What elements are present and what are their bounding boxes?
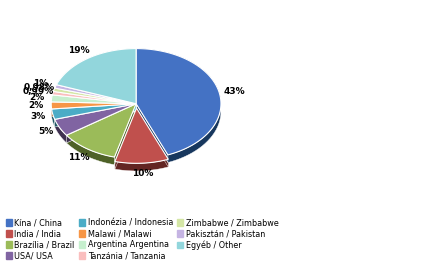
Text: 11%: 11% <box>68 153 89 161</box>
Legend: Kína / China, India / India, Brazília / Brazil, USA/ USA, Indonézia / Indonesia,: Kína / China, India / India, Brazília / … <box>4 217 279 262</box>
Polygon shape <box>115 108 168 163</box>
Polygon shape <box>115 159 168 171</box>
Polygon shape <box>66 104 136 143</box>
Polygon shape <box>136 49 220 155</box>
Polygon shape <box>51 95 136 104</box>
Polygon shape <box>52 95 136 111</box>
Polygon shape <box>57 85 136 111</box>
Polygon shape <box>55 119 66 143</box>
Text: 10%: 10% <box>132 169 153 178</box>
Polygon shape <box>66 104 136 157</box>
Polygon shape <box>51 102 136 111</box>
Polygon shape <box>55 88 136 111</box>
Polygon shape <box>53 92 136 111</box>
Polygon shape <box>55 85 57 96</box>
Polygon shape <box>52 92 136 104</box>
Polygon shape <box>57 49 136 104</box>
Polygon shape <box>136 104 167 163</box>
Polygon shape <box>53 88 55 99</box>
Polygon shape <box>52 95 136 111</box>
Polygon shape <box>52 92 53 102</box>
Polygon shape <box>55 104 136 127</box>
Text: 5%: 5% <box>38 127 53 136</box>
Polygon shape <box>55 88 136 111</box>
Text: 3%: 3% <box>30 112 45 120</box>
Text: 0,99%: 0,99% <box>22 87 53 96</box>
Text: 1%: 1% <box>33 79 49 88</box>
Polygon shape <box>66 104 136 143</box>
Text: 0,98%: 0,98% <box>24 83 55 92</box>
Polygon shape <box>55 104 136 127</box>
Text: 2%: 2% <box>29 93 44 102</box>
Polygon shape <box>115 108 136 169</box>
Polygon shape <box>52 109 55 127</box>
Polygon shape <box>57 85 136 111</box>
Polygon shape <box>53 92 136 111</box>
Polygon shape <box>51 95 52 110</box>
Polygon shape <box>55 85 136 104</box>
Polygon shape <box>55 104 136 135</box>
Polygon shape <box>51 102 136 111</box>
Polygon shape <box>53 88 136 104</box>
Text: 43%: 43% <box>223 87 245 96</box>
Polygon shape <box>52 104 136 117</box>
Polygon shape <box>136 49 220 163</box>
Polygon shape <box>57 49 136 92</box>
Text: 19%: 19% <box>68 46 89 55</box>
Text: 2%: 2% <box>28 101 43 110</box>
Polygon shape <box>51 102 136 109</box>
Polygon shape <box>52 104 136 117</box>
Polygon shape <box>114 104 136 165</box>
Polygon shape <box>66 135 114 165</box>
Polygon shape <box>52 104 136 119</box>
Polygon shape <box>136 108 168 167</box>
